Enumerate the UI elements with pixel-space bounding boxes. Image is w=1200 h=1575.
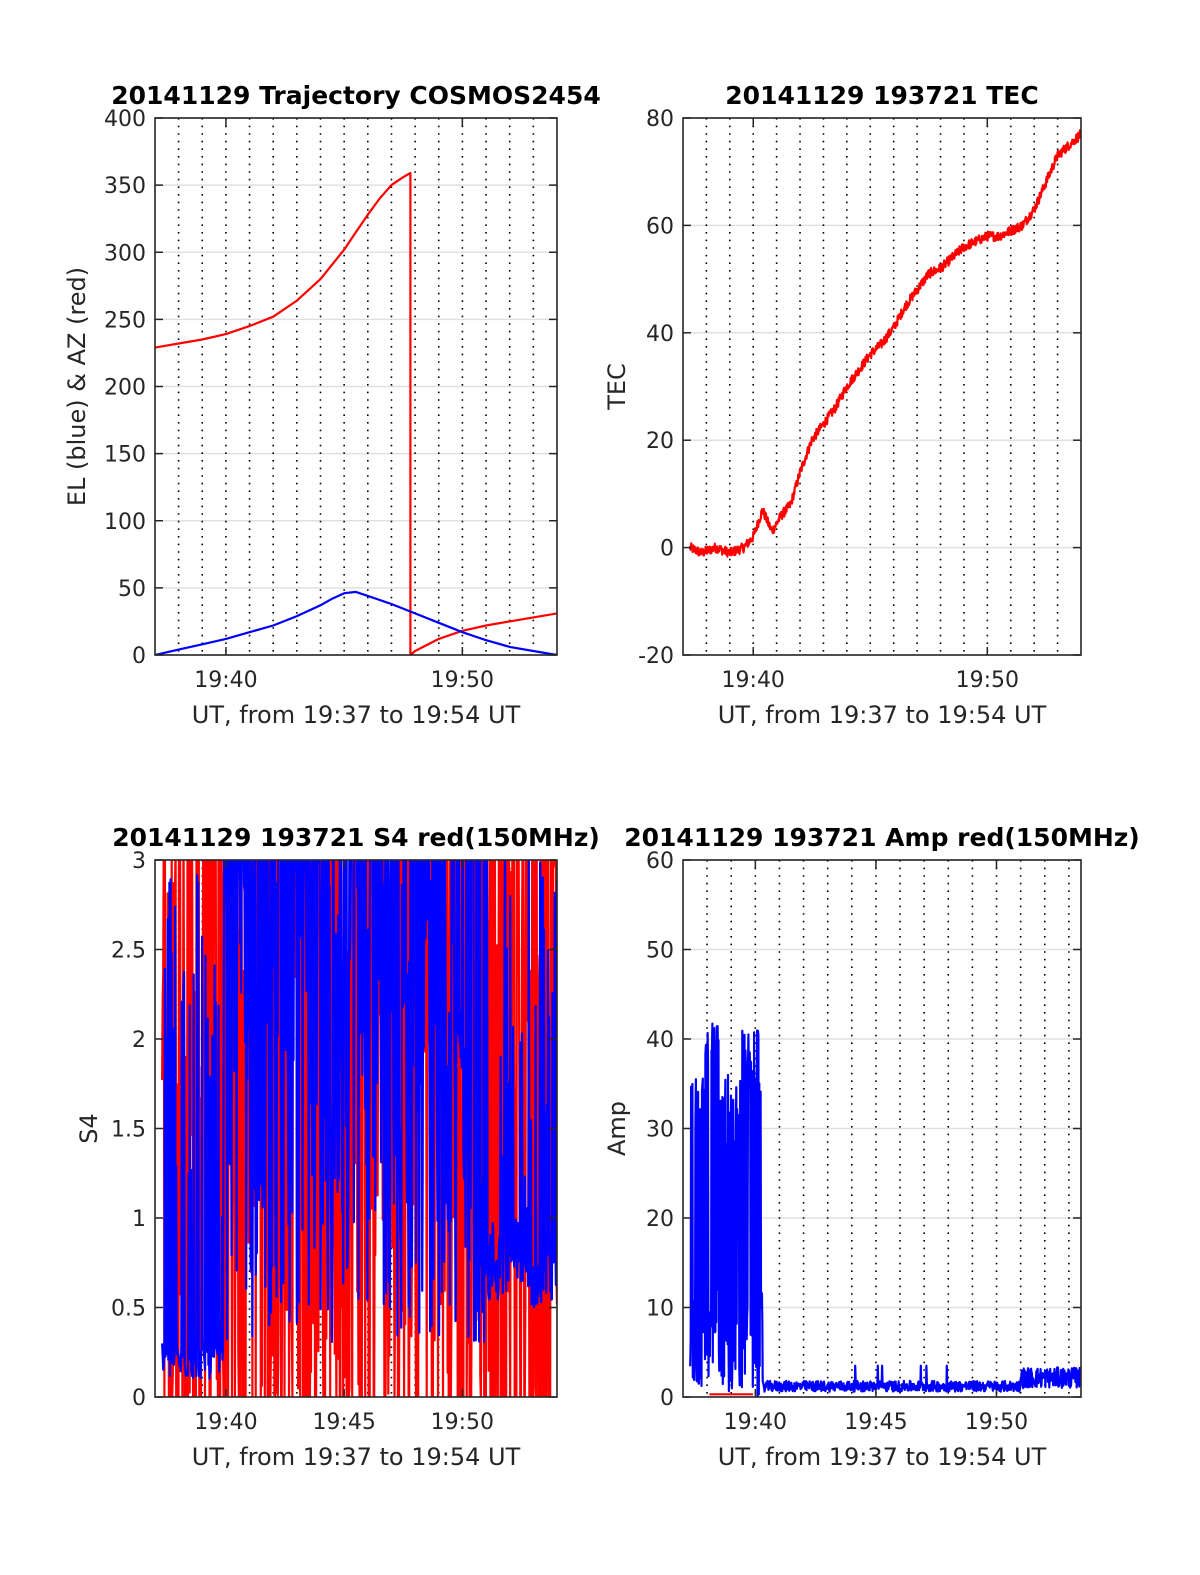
y-tick-label: 30 [646, 1118, 674, 1143]
chart-title: 20141129 193721 TEC [725, 81, 1038, 110]
y-tick-label: 0 [132, 644, 146, 669]
x-tick-label: 19:40 [724, 1410, 787, 1435]
y-tick-label: 1.5 [111, 1118, 146, 1143]
x-tick-label: 19:40 [194, 1410, 257, 1435]
chart-panel-2: -20 0 20 40 60 80 19:40 19:50 20141129 193721 TE… [603, 81, 1082, 729]
y-axis-label: TEC [603, 363, 631, 411]
y-tick-label: 10 [646, 1297, 674, 1322]
x-tick-label: 19:50 [965, 1410, 1028, 1435]
y-tick-label: 0 [660, 537, 674, 562]
y-tick-label: 40 [646, 1028, 674, 1053]
y-tick-label: 0 [660, 1386, 674, 1411]
y-tick-label: -20 [638, 644, 674, 669]
y-tick-label: 60 [646, 214, 674, 239]
x-tick-label: 19:50 [956, 668, 1019, 693]
y-tick-label: 0.5 [111, 1297, 146, 1322]
y-tick-label: 0 [132, 1386, 146, 1411]
y-tick-label: 250 [104, 308, 146, 333]
y-tick-label: 50 [646, 939, 674, 964]
y-tick-label: 2 [132, 1028, 146, 1053]
y-tick-label: 20 [646, 1207, 674, 1232]
series-line-1 [155, 171, 557, 655]
axes-box [682, 117, 1082, 656]
y-tick-label: 350 [104, 174, 146, 199]
x-axis-label: UT, from 19:37 to 19:54 UT [192, 1443, 521, 1471]
x-tick-label: 19:40 [194, 668, 257, 693]
chart-title: 20141129 193721 S4 red(150MHz) [112, 823, 600, 852]
y-axis-label: Amp [603, 1101, 631, 1156]
x-tick-label: 19:40 [722, 668, 785, 693]
x-tick-label: 19:50 [431, 668, 494, 693]
chart-panel-3: 0 0.5 1 1.5 2 2.5 3 19:40 19:45 19:50 20141129 193… [75, 823, 600, 1471]
x-tick-label: 19:45 [844, 1410, 907, 1435]
y-tick-label: 2.5 [111, 939, 146, 964]
x-axis-label: UT, from 19:37 to 19:54 UT [718, 701, 1047, 729]
series-line-2 [155, 590, 557, 655]
y-tick-label: 80 [646, 107, 674, 132]
y-tick-label: 200 [104, 376, 146, 401]
y-tick-label: 150 [104, 443, 146, 468]
x-axis-label: UT, from 19:37 to 19:54 UT [192, 701, 521, 729]
series-line-1 [688, 129, 1081, 558]
x-tick-label: 19:50 [431, 1410, 494, 1435]
y-tick-label: 20 [646, 429, 674, 454]
series-line-2 [161, 860, 557, 1380]
series-line-1 [689, 1022, 1081, 1397]
y-tick-label: 100 [104, 510, 146, 535]
y-tick-label: 1 [132, 1207, 146, 1232]
y-tick-label: 400 [104, 107, 146, 132]
y-tick-label: 3 [132, 849, 146, 874]
y-tick-label: 50 [118, 577, 146, 602]
y-tick-label: 300 [104, 241, 146, 266]
y-tick-label: 60 [646, 849, 674, 874]
chart-title: 20141129 193721 Amp red(150MHz) [624, 823, 1140, 852]
chart-title: 20141129 Trajectory COSMOS2454 [111, 81, 601, 110]
y-tick-label: 40 [646, 322, 674, 347]
x-axis-label: UT, from 19:37 to 19:54 UT [718, 1443, 1047, 1471]
chart-panel-4: 0 10 20 30 40 50 60 19:40 19:45 19:50 20141129 193… [603, 823, 1140, 1471]
y-axis-label: EL (blue) & AZ (red) [63, 267, 91, 506]
y-axis-label: S4 [75, 1113, 103, 1144]
x-tick-label: 19:45 [312, 1410, 375, 1435]
chart-panel-1: 0 50 100 150 200 250 300 350 400 19:40 19:50 201411… [63, 81, 601, 729]
